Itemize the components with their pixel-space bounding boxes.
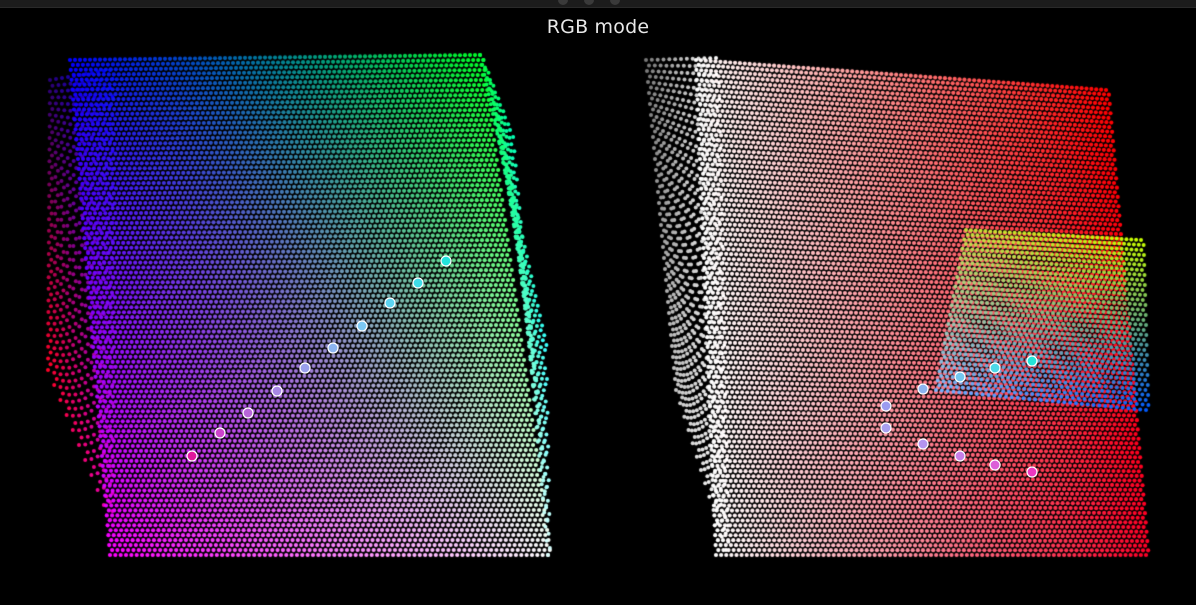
left-cube-view[interactable] bbox=[40, 50, 560, 570]
sample-marker[interactable] bbox=[412, 277, 424, 289]
sample-marker[interactable] bbox=[186, 450, 198, 462]
sample-marker[interactable] bbox=[880, 422, 892, 434]
window-control-icon[interactable] bbox=[558, 0, 568, 5]
sample-marker[interactable] bbox=[384, 297, 396, 309]
sample-marker[interactable] bbox=[327, 342, 339, 354]
right-cube-view[interactable] bbox=[636, 50, 1156, 570]
sample-marker[interactable] bbox=[989, 362, 1001, 374]
sample-marker[interactable] bbox=[440, 255, 452, 267]
sample-marker[interactable] bbox=[214, 427, 226, 439]
sample-marker[interactable] bbox=[299, 362, 311, 374]
sample-marker[interactable] bbox=[954, 450, 966, 462]
window-control-icon[interactable] bbox=[610, 0, 620, 5]
window-titlebar bbox=[0, 0, 1196, 8]
left-cube-point-cloud[interactable] bbox=[40, 50, 560, 570]
sample-marker[interactable] bbox=[242, 407, 254, 419]
sample-marker[interactable] bbox=[989, 459, 1001, 471]
mode-label: RGB mode bbox=[546, 16, 650, 38]
sample-marker[interactable] bbox=[917, 438, 929, 450]
right-sample-markers bbox=[880, 355, 1038, 478]
sample-marker[interactable] bbox=[356, 320, 368, 332]
sample-marker[interactable] bbox=[1026, 466, 1038, 478]
sample-marker[interactable] bbox=[880, 400, 892, 412]
left-sample-markers bbox=[186, 255, 452, 462]
sample-marker[interactable] bbox=[954, 371, 966, 383]
sample-marker[interactable] bbox=[271, 385, 283, 397]
sample-marker[interactable] bbox=[917, 383, 929, 395]
sample-marker[interactable] bbox=[1026, 355, 1038, 367]
window-control-icon[interactable] bbox=[584, 0, 594, 5]
right-cube-point-cloud[interactable] bbox=[636, 50, 1156, 570]
